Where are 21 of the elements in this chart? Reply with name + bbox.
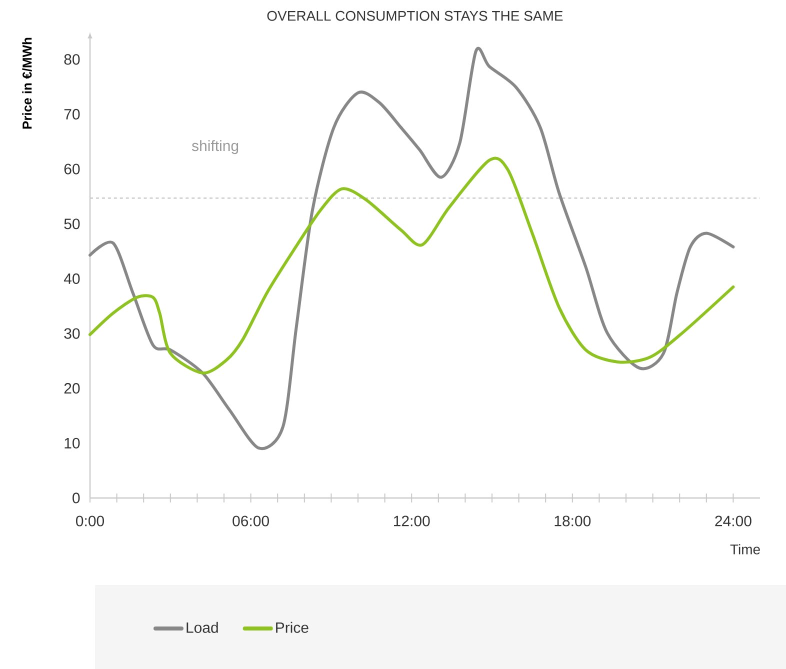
legend-label: Load — [186, 622, 218, 633]
x-tick-label: 06:00 — [232, 516, 269, 526]
y-tick-label: 40 — [64, 273, 80, 284]
y-tick-label: 50 — [64, 218, 80, 230]
y-tick-label: 70 — [64, 108, 80, 120]
x-axis-title: Time — [730, 544, 760, 554]
y-tick-label: 60 — [64, 164, 80, 174]
y-tick-label: 80 — [64, 54, 80, 65]
x-tick-label: 0:00 — [76, 516, 104, 526]
y-axis-title: Price in €/MWh — [22, 38, 32, 129]
y-tick-label: 0 — [72, 492, 80, 504]
x-tick-label: 24:00 — [715, 516, 752, 526]
annotation: shifting — [192, 140, 238, 154]
y-tick-label: 20 — [64, 383, 80, 394]
line-series — [88, 158, 735, 374]
legend-label: Price — [276, 622, 308, 633]
y-tick-label: 30 — [64, 328, 80, 339]
x-tick-label: 12:00 — [394, 516, 430, 526]
chart-title: OVERALL CONSUMPTION STAYS THE SAME — [267, 10, 563, 21]
x-tick-label: 18:00 — [554, 516, 591, 526]
y-tick-label: 10 — [64, 438, 80, 448]
